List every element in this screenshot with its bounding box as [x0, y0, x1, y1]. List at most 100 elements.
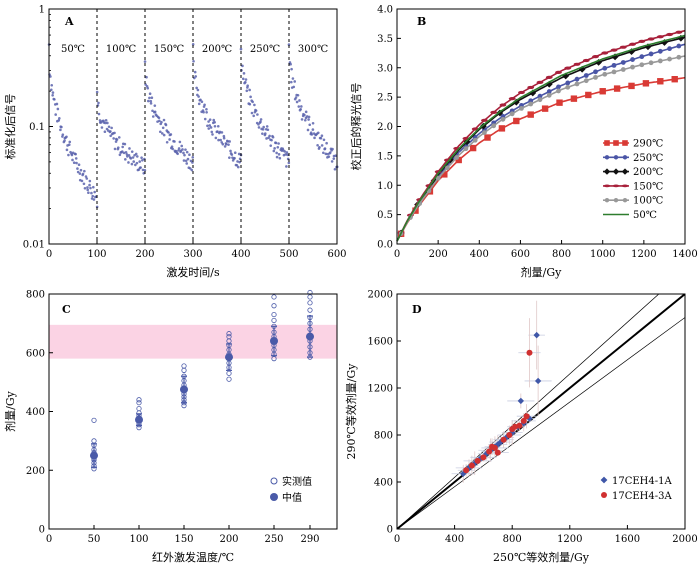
panel-a-data-point — [63, 139, 66, 142]
panel-b-x-tick-label: 400 — [470, 249, 489, 260]
panel-d-legend-label: 17CEH4-1A — [612, 476, 673, 487]
panel-b-series-marker — [620, 67, 626, 72]
panel-c-legend-measured-label: 实测值 — [282, 475, 312, 488]
panel-a-data-point — [230, 153, 234, 156]
panel-a-data-point — [131, 156, 135, 159]
panel-a-data-point — [113, 147, 117, 151]
panel-b-y-tick-label: 4.0 — [377, 5, 393, 16]
panel-a-data-point — [254, 109, 258, 112]
panel-a-data-point — [70, 153, 74, 157]
panel-b-series-marker — [565, 84, 571, 90]
panel-a-data-point — [71, 158, 74, 162]
panel-a-data-point — [244, 80, 247, 84]
panel-a-data-point — [146, 99, 150, 103]
panel-b-x-axis-label: 剂量/Gy — [521, 265, 562, 279]
panel-a-data-point — [184, 159, 188, 163]
panel-b-y-tick-label: 2.5 — [377, 93, 393, 104]
panel-b-series-marker — [602, 71, 608, 77]
panel-b-series-marker — [498, 125, 506, 132]
panel-a-data-point — [135, 155, 139, 158]
panel-a-data-point — [58, 117, 61, 120]
panel-c-measured-point — [181, 403, 187, 409]
panel-a-data-point — [153, 110, 157, 114]
panel-b-series-marker — [556, 84, 561, 90]
panel-b-legend-label: 100℃ — [633, 196, 663, 207]
panel-b-series-marker — [562, 72, 570, 80]
panel-d-data-point — [500, 436, 507, 443]
panel-b-series-marker — [667, 46, 672, 52]
panel-a-data-point — [272, 149, 276, 153]
panel-a-y-axis-label: 标准化后信号 — [3, 94, 17, 160]
panel-a-data-point — [275, 155, 279, 159]
panel-a-x-tick-label: 0 — [46, 249, 52, 260]
panel-a-data-point — [141, 168, 145, 172]
panel-c-y-tick-label: 600 — [26, 348, 45, 359]
panel-a-data-point — [65, 135, 68, 139]
panel-b-series-marker — [527, 111, 534, 118]
panel-a-data-point — [106, 121, 109, 125]
panel-a-x-tick-label: 400 — [231, 249, 250, 260]
panel-d-data-point — [533, 331, 540, 339]
panel-d-x-tick-label: 2000 — [672, 534, 697, 545]
panel-b-series-marker — [667, 56, 672, 62]
panel-b-series-marker — [593, 74, 598, 80]
panel-a-data-point — [216, 124, 220, 128]
panel-c-x-tick-label: 250 — [264, 534, 283, 545]
panel-a-data-point — [289, 62, 292, 66]
panel-a-data-point — [194, 75, 198, 78]
panel-b-y-axis-label: 校正后的释光信号 — [349, 83, 363, 171]
panel-a-data-point — [50, 88, 53, 92]
panel-d-data-point — [520, 417, 527, 424]
panel-d-data-point — [489, 443, 496, 450]
panel-b-series-marker — [490, 110, 498, 114]
panel-d-x-tick-label: 1200 — [557, 534, 582, 545]
panel-a-data-point — [228, 156, 231, 159]
panel-a-data-point — [51, 93, 54, 97]
panel-a-data-point — [86, 186, 89, 189]
panel-a-data-point — [149, 99, 153, 103]
panel-a-data-point — [79, 168, 83, 172]
panel-a-data-point — [233, 156, 236, 160]
panel-a-data-point — [148, 92, 152, 95]
panel-b-series-marker — [445, 165, 450, 171]
panel-a-data-point — [310, 133, 314, 136]
panel-a-data-point — [290, 67, 293, 71]
panel-a-data-point — [143, 60, 147, 63]
panel-a-data-point — [92, 185, 95, 189]
panel-a-data-point — [262, 125, 265, 129]
panel-b-series-marker — [619, 45, 627, 49]
panel-a-data-point — [333, 167, 337, 171]
panel-a-data-point — [206, 124, 209, 128]
panel-a-data-point — [117, 136, 121, 139]
panel-b-x-tick-label: 0 — [394, 249, 400, 260]
panel-d-y-tick-label: 2000 — [368, 290, 393, 301]
panel-a-data-point — [208, 118, 212, 121]
panel-b-series-marker — [585, 91, 592, 99]
panel-a-data-point — [85, 177, 89, 180]
panel-b-series-marker — [642, 80, 650, 87]
panel-a-data-point — [271, 135, 275, 139]
panel-a-data-point — [276, 146, 280, 149]
panel-a-data-point — [53, 98, 56, 101]
panel-b-y-tick-label: 1.5 — [377, 151, 393, 162]
panel-a-data-point — [122, 151, 126, 155]
panel-a-temperature-label: 250℃ — [250, 44, 280, 55]
panel-b-series-marker — [602, 65, 608, 71]
panel-a-data-point — [148, 96, 151, 100]
panel-d-data-point — [506, 432, 513, 438]
panel-a-data-point — [239, 47, 243, 51]
panel-a-data-point — [141, 158, 144, 162]
panel-c-median-point — [270, 337, 278, 345]
panel-c-y-tick-label: 0 — [39, 525, 45, 536]
panel-a-data-point — [123, 142, 127, 146]
panel-b-series-marker — [657, 58, 663, 64]
panel-c-chart: 0 50 100 150 200 250 290 0 200 400 600 800 C 红外激发温度/℃… — [3, 290, 338, 564]
panel-b-y-tick-label: 3.0 — [377, 63, 393, 74]
panel-b-series-marker — [666, 32, 673, 37]
panel-c-range-band — [49, 324, 337, 359]
panel-b-series-marker — [545, 80, 553, 88]
panel-a-data-point — [289, 80, 293, 84]
panel-b-y-tick-label: 3.5 — [377, 34, 393, 45]
panel-b-plot-frame — [396, 8, 686, 245]
